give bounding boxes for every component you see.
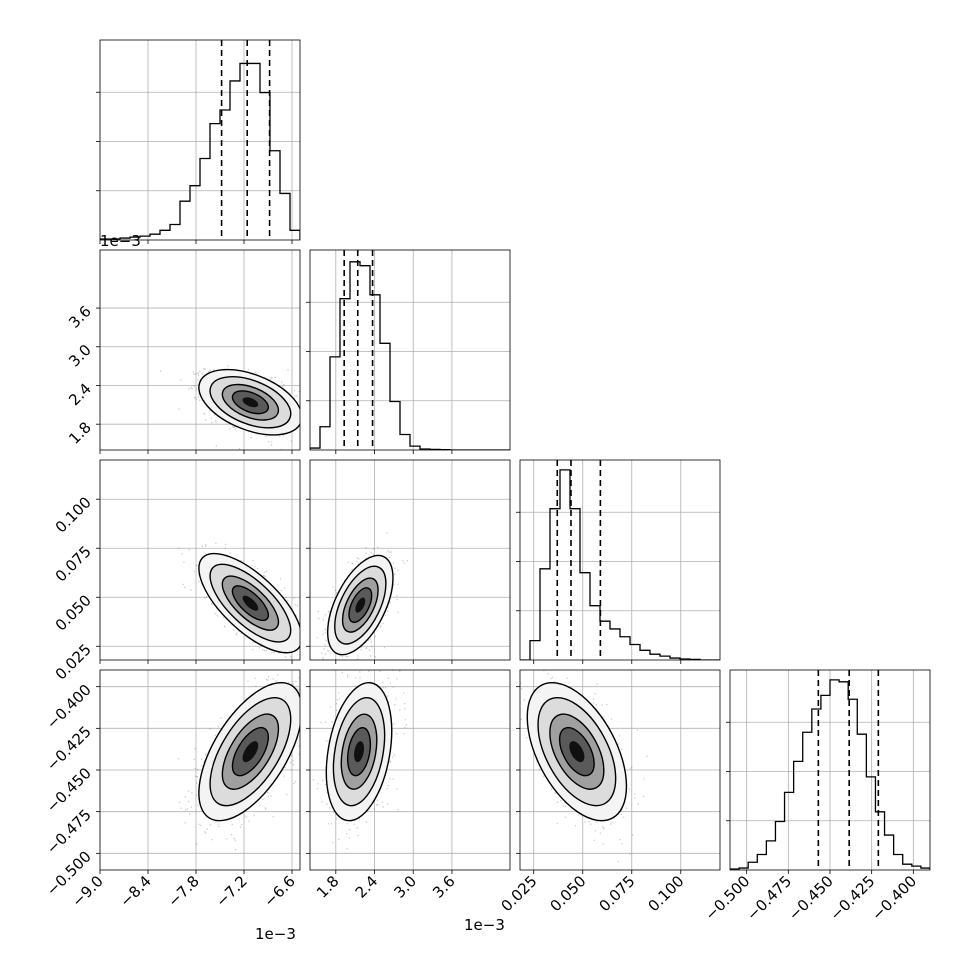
density-contour (526, 681, 628, 822)
y-tick-label: −0.425 (43, 722, 95, 774)
density-contour (221, 383, 280, 421)
y-tick-label: 3.0 (65, 341, 95, 371)
y-tick-label: 0.050 (52, 591, 95, 634)
x-tick-label: 0.100 (645, 872, 688, 915)
scatter-panel-3-0 (100, 670, 300, 870)
y-tick-label: −0.475 (43, 806, 95, 858)
density-contour (221, 713, 280, 790)
x-tick-label: −7.2 (212, 872, 250, 910)
histogram-panel-1 (310, 250, 510, 450)
density-contour (231, 390, 270, 415)
density-contour (209, 696, 292, 807)
scatter-panel-2-0 (100, 460, 300, 660)
x-tick-label: −0.475 (743, 872, 795, 924)
density-contour (209, 376, 292, 429)
density-fill (355, 597, 366, 613)
density-contour (341, 577, 379, 633)
density-fill (569, 741, 585, 763)
density-fill (354, 741, 364, 763)
density-fill (242, 741, 259, 763)
offset-label-col1: 1e−3 (464, 916, 505, 934)
y-tick-label: −0.450 (43, 764, 95, 816)
density-contour (221, 575, 280, 631)
histogram-step-1 (310, 261, 510, 450)
axes-frame (99, 249, 301, 451)
histogram-panel-3 (730, 670, 930, 870)
x-tick-label: 2.4 (352, 872, 382, 902)
x-tick-label: 1.8 (313, 872, 343, 902)
x-tick-label: −7.8 (164, 872, 202, 910)
y-tick-label: 2.4 (65, 380, 95, 410)
x-tick-label: −8.4 (116, 872, 154, 910)
x-tick-label: −6.6 (260, 872, 298, 910)
axes-frame (309, 249, 511, 451)
density-contour (198, 368, 300, 436)
density-contour (198, 681, 300, 822)
y-tick-label: 3.6 (65, 302, 95, 332)
scatter-panel-2-1 (310, 460, 510, 660)
y-tick-label: 0.075 (52, 542, 95, 585)
density-contour (326, 554, 394, 656)
offset-label-row1: 1e−3 (100, 232, 141, 250)
scatter-panel-3-1 (310, 670, 510, 870)
x-tick-label: −0.500 (702, 872, 754, 924)
histogram-panel-2 (520, 460, 720, 660)
density-contour (348, 587, 373, 624)
density-contour (537, 696, 617, 807)
density-contour (549, 713, 605, 790)
density-contour (198, 552, 300, 654)
density-fill (242, 397, 259, 408)
scatter-panel-3-2 (520, 670, 720, 870)
offset-label-col0: 1e−3 (255, 925, 296, 943)
density-contour (346, 726, 372, 777)
density-contour (334, 565, 387, 645)
x-tick-label: −0.400 (868, 872, 920, 924)
density-contour (340, 713, 378, 790)
y-tick-label: 0.025 (52, 640, 95, 683)
axes-frame (519, 459, 721, 661)
density-contour (332, 696, 386, 807)
density-contour (209, 563, 292, 643)
axes-frame (99, 39, 301, 241)
axes-frame (99, 459, 301, 661)
density-contour (558, 726, 595, 777)
x-tick-label: −0.450 (785, 872, 837, 924)
histogram-panel-0 (100, 40, 300, 240)
density-contour (231, 585, 270, 622)
density-contour (325, 681, 393, 822)
y-tick-label: 0.100 (52, 493, 95, 536)
axes-frame (309, 459, 511, 661)
x-tick-label: 0.025 (497, 872, 540, 915)
density-contour (231, 726, 270, 777)
scatter-panel-1-0 (100, 250, 300, 450)
y-tick-label: −0.400 (43, 681, 95, 733)
x-tick-label: 0.075 (595, 872, 638, 915)
histogram-step-3 (730, 679, 930, 870)
y-tick-label: 1.8 (65, 418, 95, 448)
x-tick-label: 3.0 (390, 872, 420, 902)
histogram-step-2 (520, 469, 720, 660)
x-tick-label: 3.6 (429, 872, 459, 902)
density-fill (242, 595, 259, 611)
x-tick-label: 0.050 (546, 872, 589, 915)
x-tick-label: −0.425 (827, 872, 879, 924)
